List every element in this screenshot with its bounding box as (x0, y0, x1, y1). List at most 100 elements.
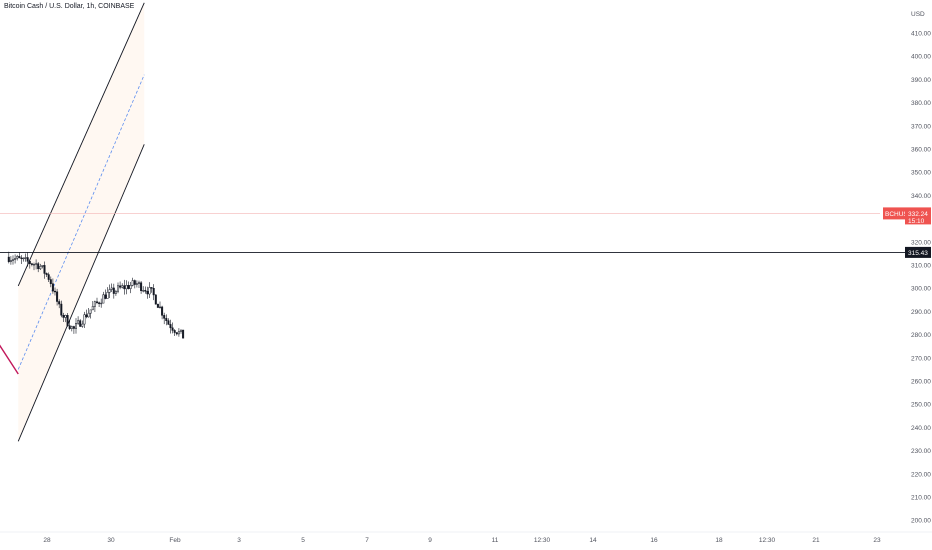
price-tick-label: 300.00 (911, 286, 931, 293)
time-tick-label: 16 (650, 537, 658, 544)
candle-body (171, 327, 174, 331)
price-axis-background (898, 0, 932, 550)
candle-body (72, 326, 75, 329)
candle-body (175, 332, 178, 335)
candle-body (119, 285, 122, 288)
candle-body (64, 315, 67, 318)
price-tick-label: 280.00 (911, 332, 931, 339)
time-tick-label: 7 (365, 537, 369, 544)
time-tick-label: 11 (492, 537, 499, 544)
candle-body (75, 323, 77, 329)
candle-body (89, 309, 92, 314)
candle-body (24, 257, 27, 259)
price-tick-label: 250.00 (911, 402, 931, 409)
candle-body (22, 257, 25, 260)
price-tick-label: 290.00 (911, 309, 931, 316)
bar-countdown: 15:10 (908, 218, 925, 225)
candle-body (156, 303, 159, 308)
candle-body (9, 260, 12, 262)
price-tick-label: 390.00 (911, 77, 931, 84)
candle-body (106, 292, 109, 299)
channel-upper-line[interactable] (17, 2, 145, 287)
candle-body (123, 285, 126, 290)
candle-body (135, 283, 138, 285)
time-tick-label: 30 (107, 537, 115, 544)
candle-body (114, 290, 117, 294)
price-tick-label: 370.00 (911, 123, 931, 130)
candle-body (51, 283, 54, 292)
candle-body (152, 288, 155, 296)
price-tick-label: 230.00 (911, 448, 931, 455)
candle-body (41, 265, 44, 267)
candle-body (77, 320, 80, 324)
candle-body (93, 301, 96, 307)
price-tick-label: 260.00 (911, 379, 931, 386)
price-tick-label: 310.00 (911, 263, 931, 270)
candle-body (30, 263, 33, 265)
candle-body (83, 314, 86, 325)
candle-body (12, 259, 14, 261)
candle-body (20, 257, 23, 259)
candle-body (102, 294, 105, 304)
candle-body (58, 301, 61, 305)
time-tick-label: 12:30 (534, 537, 551, 544)
candle-body (161, 306, 164, 316)
level-price-value: 315.43 (908, 250, 928, 257)
price-tick-label: 360.00 (911, 147, 931, 154)
price-tick-label: 270.00 (911, 355, 931, 362)
candle-body (177, 331, 180, 335)
time-tick-label: Feb (169, 537, 181, 544)
candle-body (18, 256, 21, 259)
candle-body (182, 329, 185, 339)
overlay-layer (0, 228, 905, 375)
candle-body (127, 285, 130, 289)
candle-body (138, 282, 140, 284)
candle-body (60, 303, 63, 316)
candle-body (91, 306, 94, 311)
candle-body (26, 257, 29, 262)
time-tick-label: 5 (301, 537, 305, 544)
level-price-box[interactable] (905, 246, 931, 258)
candle-body (79, 320, 82, 327)
candle-body (165, 318, 168, 321)
candle-body (49, 279, 52, 284)
candle-body (131, 280, 134, 286)
candle-body (100, 302, 103, 305)
candle-body (70, 326, 73, 329)
candle-body (85, 314, 88, 318)
candle-body (159, 306, 161, 308)
support-trendline[interactable] (0, 228, 19, 375)
time-tick-label: 9 (428, 537, 432, 544)
symbol-tag[interactable] (883, 207, 905, 220)
price-tick-label: 210.00 (911, 495, 931, 502)
time-tick-label: 28 (43, 537, 51, 544)
candle-body (173, 330, 176, 333)
candle-body (117, 285, 119, 292)
candle-body (133, 280, 136, 285)
last-price-box[interactable] (905, 207, 931, 225)
candle-body (39, 266, 42, 270)
price-tick-label: 240.00 (911, 425, 931, 432)
candle-body (47, 274, 50, 280)
channel-midline[interactable] (17, 74, 145, 370)
chart-title: Bitcoin Cash / U.S. Dollar, 1h, COINBASE (4, 3, 135, 10)
candle-body (43, 265, 46, 274)
candle-body (125, 285, 128, 290)
time-axis[interactable]: 28 30 Feb 3 5 7 9 11 12:30 14 16 18 12:30 21 23 (0, 531, 932, 544)
channel-lower-line[interactable] (17, 144, 145, 442)
price-axis[interactable]: USD 410.00 400.00 390.00 380.00 370.00 360.00 3… (883, 0, 932, 550)
candle-body (7, 256, 10, 262)
last-price-value: 332.24 (908, 211, 928, 218)
time-tick-label: 12:30 (759, 537, 776, 544)
candle-body (140, 282, 143, 291)
price-tick-label: 320.00 (911, 239, 931, 246)
price-tick-label: 400.00 (911, 54, 931, 61)
drawing-layer (0, 2, 880, 442)
time-tick-label: 3 (237, 537, 241, 544)
candle-body (28, 261, 31, 264)
candle-body (110, 287, 113, 290)
candle-body (144, 290, 147, 292)
time-tick-label: 21 (812, 537, 820, 544)
candle-body (148, 287, 151, 295)
